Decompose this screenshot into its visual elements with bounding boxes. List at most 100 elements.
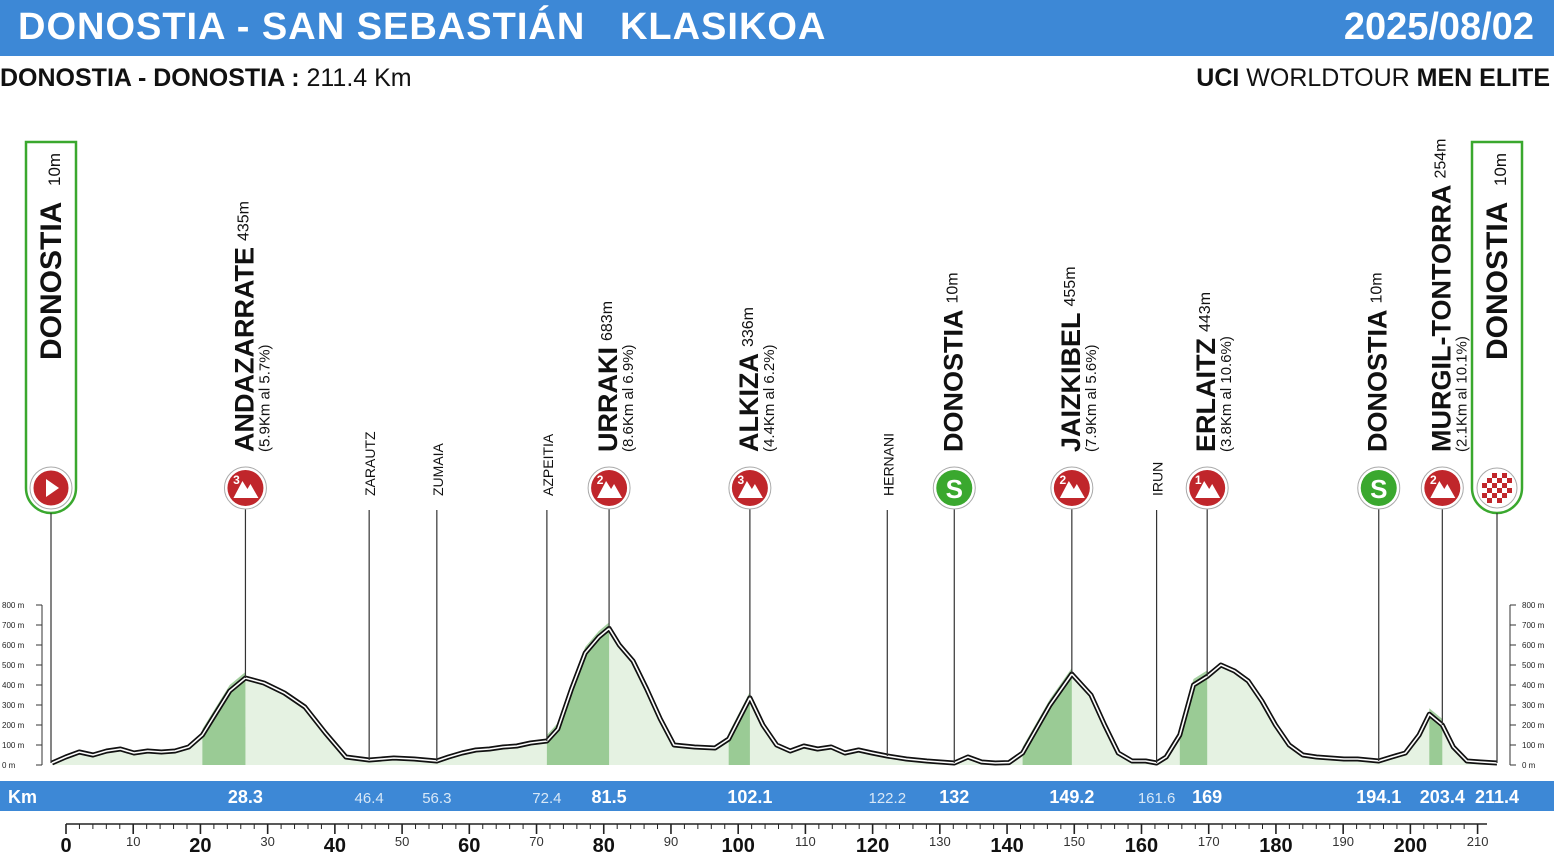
climb-detail: (4.4Km al 6.2%) <box>761 344 778 452</box>
finish-altitude: 10m <box>1491 153 1510 186</box>
mountain-icon <box>233 481 259 498</box>
sprint-altitude: 10m <box>1369 272 1386 303</box>
distance-tick-label-minor: 50 <box>395 834 409 849</box>
town-label: ZARAUTZ <box>362 431 378 496</box>
climb-detail: (2.1Km al 10.1%) <box>1453 336 1470 452</box>
sprint-icon: S <box>1370 474 1387 504</box>
sprint-altitude: 10m <box>944 272 961 303</box>
mountain-icon <box>1059 481 1085 498</box>
distance-tick-label-major: 120 <box>856 835 889 857</box>
climb-detail: (3.8Km al 10.6%) <box>1218 336 1235 452</box>
y-tick-label-left: 0 m <box>2 761 16 770</box>
start-icon-ring <box>29 466 73 510</box>
start-name: DONOSTIA <box>35 202 68 360</box>
checker-square <box>1487 488 1492 493</box>
km-marker: 161.6 <box>1138 790 1176 807</box>
km-marker: 194.1 <box>1356 787 1401 807</box>
climb-name: ALKIZA <box>734 353 764 452</box>
distance-tick-label-major: 100 <box>721 835 754 857</box>
climb-altitude: 336m <box>740 307 757 347</box>
town-label: IRUN <box>1150 462 1166 496</box>
climb-name: MURGIL-TONTORRA <box>1426 185 1456 452</box>
sprint-badge <box>1360 470 1397 506</box>
sprint-name: DONOSTIA <box>938 309 968 452</box>
km-marker: 122.2 <box>869 790 907 807</box>
profile-line <box>51 627 1498 764</box>
uci-suffix: MEN ELITE <box>1416 64 1550 92</box>
checker-square <box>1487 478 1492 483</box>
distance-tick-label-minor: 190 <box>1332 834 1354 849</box>
checker-square <box>1492 483 1497 488</box>
climb-altitude: 435m <box>235 201 252 241</box>
mountain-icon <box>597 481 623 498</box>
y-tick-label-left: 800 m <box>2 601 25 610</box>
start-altitude: 10m <box>45 153 64 186</box>
y-tick-label-right: 800 m <box>1522 601 1545 610</box>
km-marker: 132 <box>939 787 969 807</box>
y-tick-label-right: 0 m <box>1522 761 1536 770</box>
km-marker: 211.4 <box>1475 787 1519 807</box>
finish-name: DONOSTIA <box>1481 202 1514 360</box>
km-marker: 169 <box>1192 787 1222 807</box>
climb-altitude: 455m <box>1062 266 1079 306</box>
checker-square <box>1492 473 1497 478</box>
km-marker: 203.4 <box>1420 787 1465 807</box>
y-tick-label-right: 400 m <box>1522 681 1545 690</box>
sprint-badge <box>936 470 973 506</box>
y-tick-label-left: 100 m <box>2 741 25 750</box>
distance-tick-label-minor: 110 <box>795 834 816 849</box>
climb-category: 2 <box>597 473 604 487</box>
distance-tick-label-major: 20 <box>189 835 211 857</box>
checker-square <box>1482 493 1487 498</box>
km-bar <box>0 781 1554 811</box>
climb-category: 2 <box>1059 473 1066 487</box>
climb-shading <box>546 622 610 765</box>
distance-tick-label-major: 160 <box>1125 835 1158 857</box>
km-marker: 149.2 <box>1049 787 1094 807</box>
y-tick-label-right: 100 m <box>1522 741 1545 750</box>
y-tick-label-left: 200 m <box>2 721 25 730</box>
distance-tick-label-major: 0 <box>60 835 71 857</box>
climb-category: 1 <box>1195 473 1202 487</box>
distance-tick-label-major: 200 <box>1394 835 1427 857</box>
town-label: ZUMAIA <box>430 442 446 496</box>
checker-square <box>1507 478 1512 483</box>
climb-name: ANDAZARRATE <box>229 247 259 452</box>
distance-tick-label-major: 40 <box>324 835 346 857</box>
y-tick-label-right: 300 m <box>1522 701 1545 710</box>
checker-square <box>1497 488 1502 493</box>
checker-square <box>1502 473 1507 478</box>
distance-tick-label-major: 80 <box>593 835 615 857</box>
route-label: DONOSTIA - DONOSTIA : <box>0 64 300 92</box>
climb-detail: (5.9Km al 5.7%) <box>256 344 273 452</box>
distance-tick-label-minor: 30 <box>260 834 274 849</box>
y-tick-label-left: 400 m <box>2 681 25 690</box>
distance-tick-label-minor: 150 <box>1063 834 1085 849</box>
checker-square <box>1507 488 1512 493</box>
start-card <box>24 140 78 515</box>
y-tick-label-right: 200 m <box>1522 721 1545 730</box>
uci-prefix: UCI <box>1196 64 1240 92</box>
distance-tick-label-minor: 170 <box>1198 834 1220 849</box>
y-tick-label-right: 600 m <box>1522 641 1545 650</box>
play-icon <box>46 479 59 497</box>
climb-name: JAIZKIBEL <box>1056 312 1086 452</box>
y-tick-label-left: 700 m <box>2 621 25 630</box>
sprint-icon: S <box>946 474 963 504</box>
climb-name: ERLAITZ <box>1191 338 1221 452</box>
checker-square <box>1492 493 1497 498</box>
town-label: AZPEITIA <box>540 433 556 496</box>
km-marker: 56.3 <box>422 790 451 807</box>
distance-tick-label-minor: 210 <box>1467 834 1489 849</box>
mountain-icon <box>1195 481 1221 498</box>
y-tick-label-right: 500 m <box>1522 661 1545 670</box>
y-tick-label-left: 300 m <box>2 701 25 710</box>
checker-square <box>1482 483 1487 488</box>
checker-square <box>1487 498 1492 503</box>
km-marker: 81.5 <box>592 787 627 807</box>
distance-tick-label-minor: 70 <box>529 834 543 849</box>
distance-tick-label-major: 60 <box>458 835 480 857</box>
km-bar-label: Km <box>8 787 37 807</box>
town-label: HERNANI <box>880 433 896 496</box>
climb-shading <box>202 672 246 765</box>
